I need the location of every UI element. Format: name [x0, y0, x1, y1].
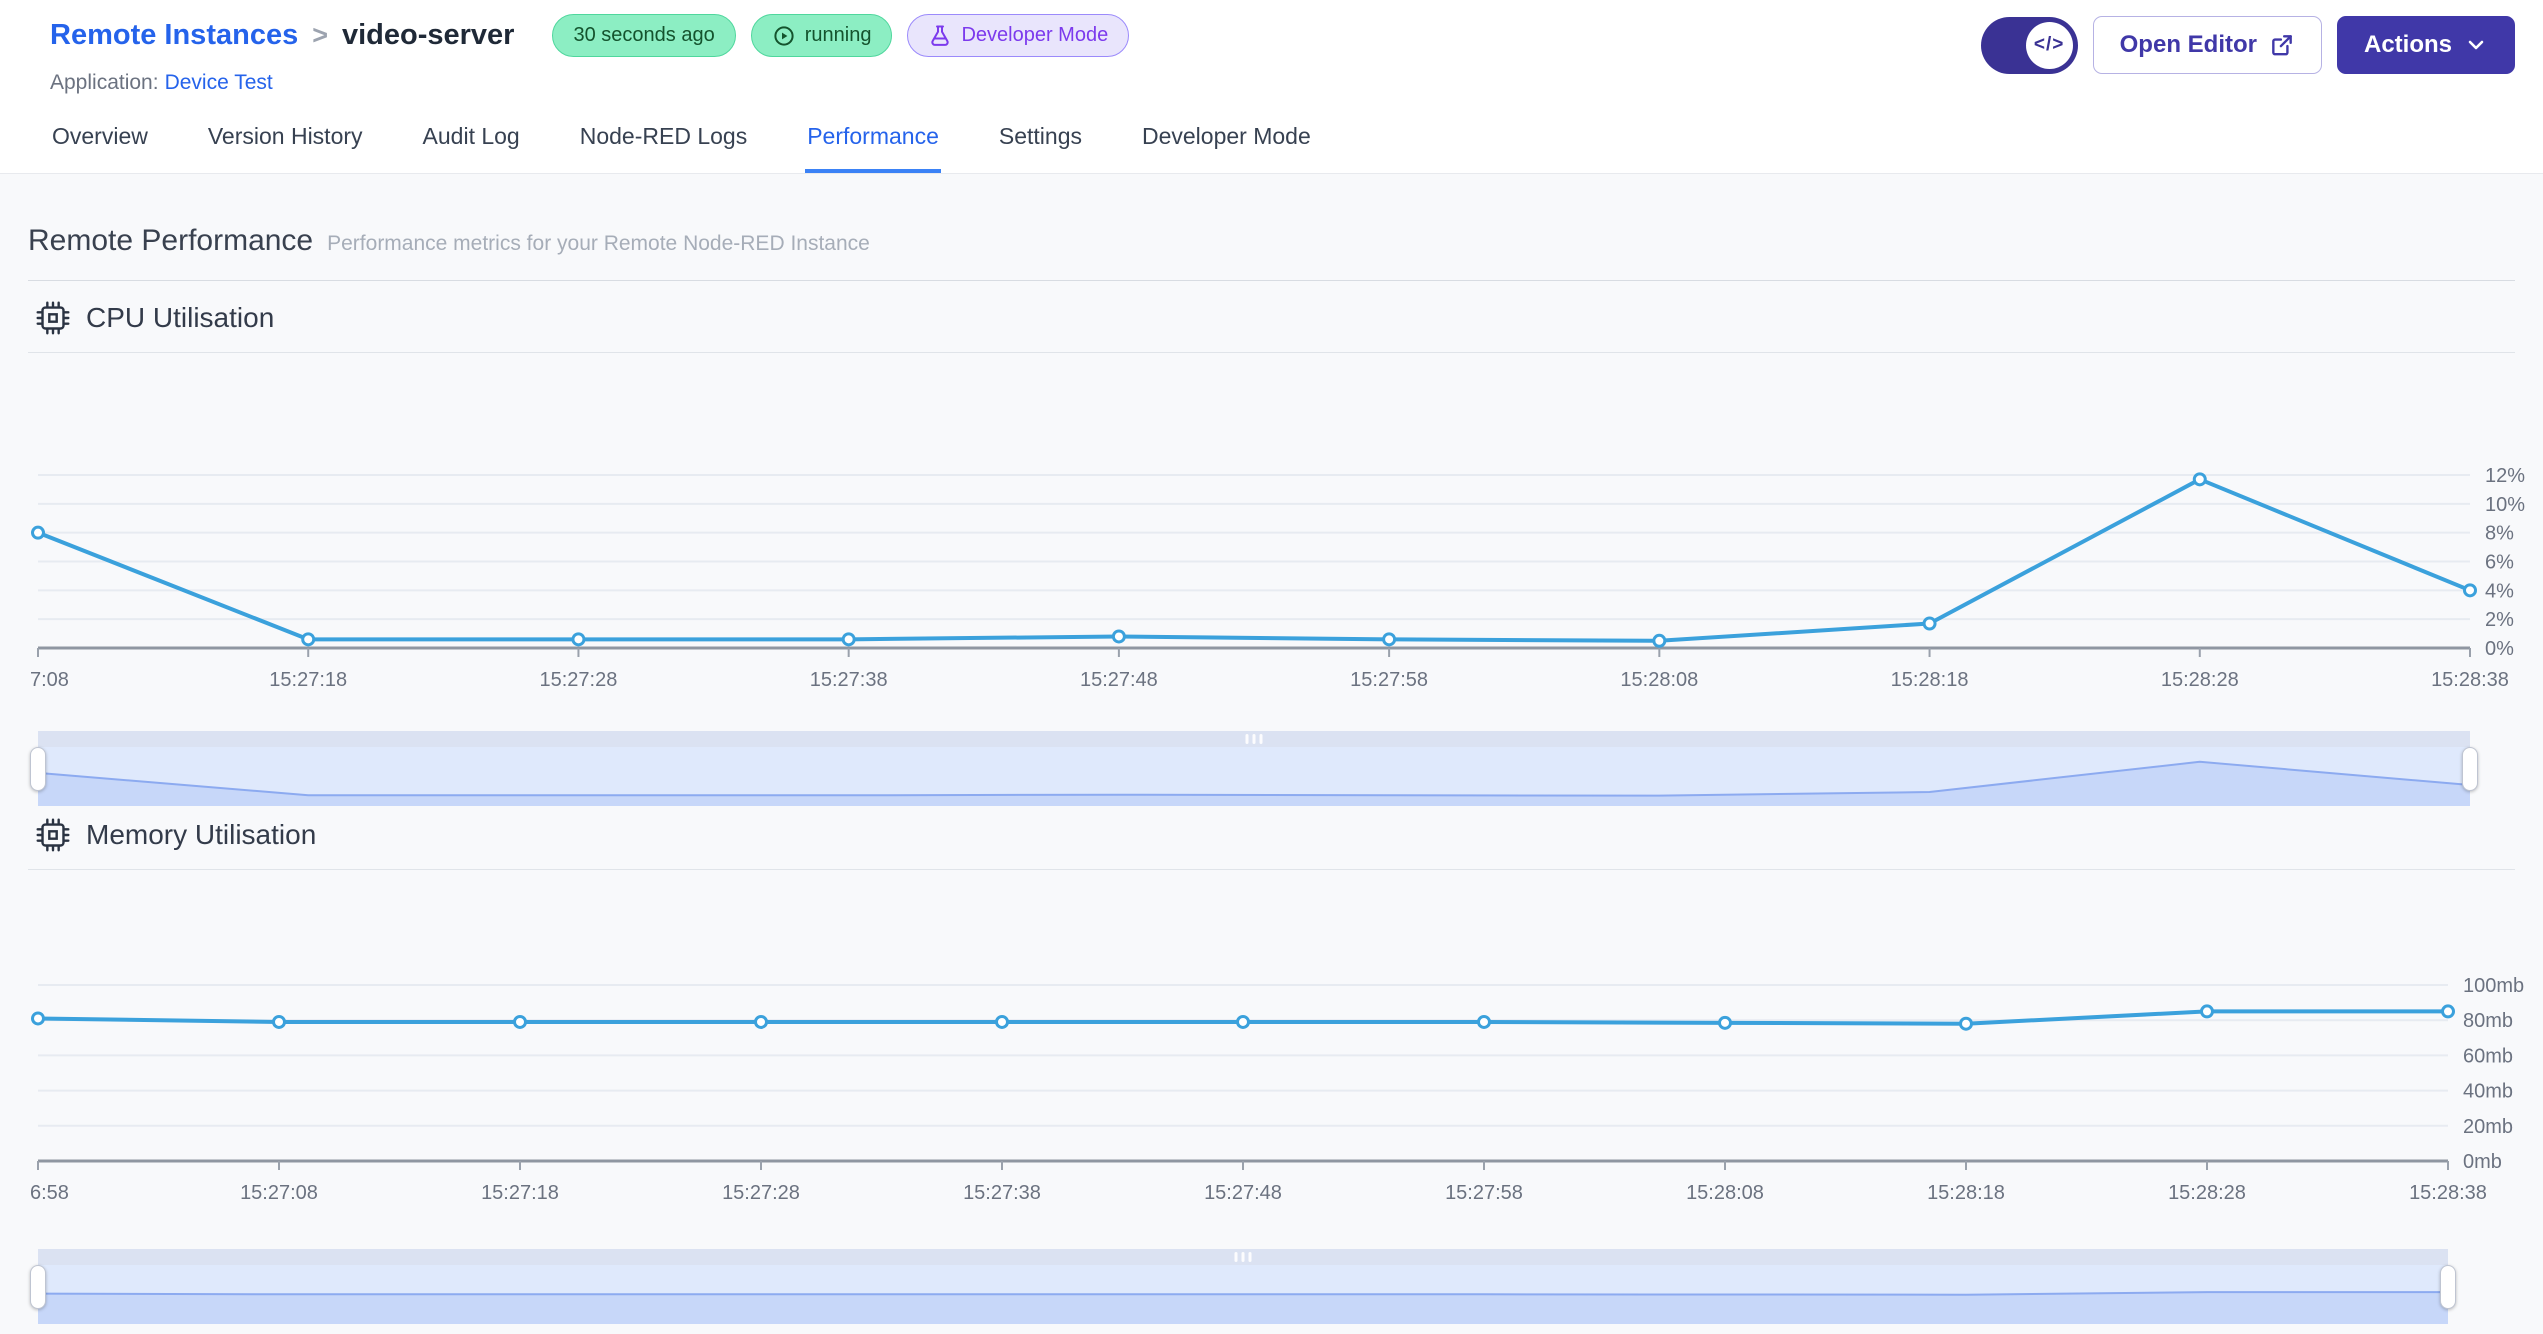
- svg-text:15:28:38: 15:28:38: [2431, 669, 2509, 691]
- tab-node-red-logs[interactable]: Node-RED Logs: [579, 123, 748, 149]
- svg-text:4%: 4%: [2485, 580, 2514, 602]
- svg-text:15:27:38: 15:27:38: [810, 669, 888, 691]
- tab-overview[interactable]: Overview: [52, 123, 148, 149]
- svg-text:15:27:48: 15:27:48: [1080, 669, 1158, 691]
- application-label: Application:: [50, 71, 159, 94]
- cpu-slider-right-handle[interactable]: [2462, 746, 2478, 791]
- memory-slider-left-handle[interactable]: [30, 1264, 46, 1309]
- status-badge: running: [750, 14, 893, 57]
- memory-slider-right-handle[interactable]: [2440, 1264, 2456, 1309]
- application-link[interactable]: Device Test: [164, 71, 273, 94]
- memory-section-title: Memory Utilisation: [86, 819, 317, 850]
- svg-text:15:27:18: 15:27:18: [481, 1182, 559, 1204]
- badge-label: 30 seconds ago: [573, 24, 715, 46]
- svg-text:6:58: 6:58: [30, 1182, 69, 1204]
- cpu-section-title: CPU Utilisation: [86, 302, 275, 333]
- svg-text:100mb: 100mb: [2463, 975, 2524, 997]
- svg-text:15:27:28: 15:27:28: [722, 1182, 800, 1204]
- cpu-range-slider[interactable]: [30, 731, 2478, 806]
- application-row: Application: Device Test: [50, 71, 1129, 95]
- svg-text:7:08: 7:08: [30, 669, 69, 691]
- memory-range-slider[interactable]: [30, 1249, 2456, 1324]
- page-subtitle: Performance metrics for your Remote Node…: [327, 232, 870, 255]
- memory-section: Memory Utilisation 0mb 20mb 40mb 60mb 80mb 10…: [28, 806, 2524, 1324]
- memory-chart: 0mb 20mb 40mb 60mb 80mb 100mb 6:58 15:27:08 15:2…: [30, 975, 2524, 1204]
- svg-text:15:27:28: 15:27:28: [540, 669, 618, 691]
- actions-button[interactable]: Actions: [2336, 16, 2515, 74]
- memory-slider-track[interactable]: [38, 1249, 2448, 1265]
- svg-text:15:28:08: 15:28:08: [1686, 1182, 1764, 1204]
- svg-text:20mb: 20mb: [2463, 1116, 2513, 1138]
- open-editor-label: Open Editor: [2119, 31, 2257, 58]
- svg-text:15:27:38: 15:27:38: [963, 1182, 1041, 1204]
- page-header: Remote Instances > video-server 30 secon…: [0, 0, 2543, 95]
- svg-text:15:27:08: 15:27:08: [240, 1182, 318, 1204]
- drag-grip-icon[interactable]: [1234, 1252, 1252, 1262]
- svg-text:15:27:18: 15:27:18: [269, 669, 347, 691]
- memory-slider-preview[interactable]: [38, 1265, 2448, 1324]
- breadcrumb-current-instance: video-server: [341, 19, 515, 51]
- breadcrumb-separator-icon: >: [312, 20, 328, 50]
- cpu-chart: 0% 2% 4% 6% 8% 10% 12% 7:08 15:27:18 15:27:28 15:2…: [30, 465, 2525, 691]
- svg-text:15:28:28: 15:28:28: [2168, 1182, 2246, 1204]
- code-icon: </>: [2025, 21, 2073, 69]
- svg-text:2%: 2%: [2485, 609, 2514, 631]
- cpu-chip-icon: [36, 301, 70, 335]
- svg-text:15:28:18: 15:28:18: [1927, 1182, 2005, 1204]
- badge-label: Developer Mode: [961, 24, 1109, 46]
- tab-developer-mode[interactable]: Developer Mode: [1141, 123, 1311, 149]
- chevron-down-icon: [2468, 40, 2484, 50]
- play-circle-icon: [774, 25, 794, 46]
- drag-grip-icon[interactable]: [1245, 734, 1263, 744]
- svg-text:80mb: 80mb: [2463, 1010, 2513, 1032]
- cpu-section-heading: CPU Utilisation: [28, 281, 2515, 353]
- status-badge: 30 seconds ago: [552, 14, 736, 57]
- tab-performance[interactable]: Performance: [805, 105, 941, 173]
- svg-text:15:28:18: 15:28:18: [1891, 669, 1969, 691]
- cpu-slider-preview[interactable]: [38, 747, 2470, 806]
- svg-text:60mb: 60mb: [2463, 1045, 2513, 1067]
- status-badge: Developer Mode: [907, 14, 1130, 57]
- svg-text:0mb: 0mb: [2463, 1151, 2502, 1173]
- performance-panel: Remote Performance Performance metrics f…: [0, 174, 2543, 1334]
- page-title: Remote Performance: [28, 224, 314, 257]
- memory-chip-icon: [36, 818, 70, 852]
- badge-label: running: [804, 24, 872, 46]
- flask-icon: [931, 25, 950, 46]
- svg-text:10%: 10%: [2485, 494, 2525, 516]
- tab-audit-log[interactable]: Audit Log: [422, 123, 520, 149]
- svg-text:15:28:28: 15:28:28: [2161, 669, 2239, 691]
- svg-text:15:28:08: 15:28:08: [1620, 669, 1698, 691]
- memory-section-heading: Memory Utilisation: [28, 806, 2515, 870]
- external-link-icon: [2272, 35, 2292, 56]
- tab-version-history[interactable]: Version History: [207, 123, 363, 149]
- developer-mode-toggle[interactable]: </>: [1980, 16, 2078, 74]
- svg-text:15:27:48: 15:27:48: [1204, 1182, 1282, 1204]
- tab-settings[interactable]: Settings: [998, 123, 1082, 149]
- breadcrumb: Remote Instances > video-server 30 secon…: [50, 14, 1130, 57]
- svg-text:15:27:58: 15:27:58: [1445, 1182, 1523, 1204]
- svg-text:15:27:58: 15:27:58: [1350, 669, 1428, 691]
- open-editor-button[interactable]: Open Editor: [2092, 16, 2322, 74]
- tab-bar: Overview Version History Audit Log Node-RED…: [0, 95, 2543, 174]
- cpu-section: CPU Utilisation 0% 2% 4% 6% 8% 10% 12% 7:08 15:2…: [28, 281, 2525, 806]
- svg-text:40mb: 40mb: [2463, 1081, 2513, 1103]
- section-title-row: Remote Performance Performance metrics f…: [28, 174, 2515, 281]
- actions-label: Actions: [2363, 31, 2452, 58]
- svg-text:12%: 12%: [2485, 465, 2525, 487]
- svg-text:8%: 8%: [2485, 523, 2514, 545]
- cpu-slider-left-handle[interactable]: [30, 746, 46, 791]
- breadcrumb-remote-instances-link[interactable]: Remote Instances: [50, 19, 299, 51]
- svg-text:6%: 6%: [2485, 552, 2514, 574]
- cpu-slider-track[interactable]: [38, 731, 2470, 747]
- status-badges: 30 seconds ago running Developer Mode: [552, 14, 1130, 57]
- svg-text:0%: 0%: [2485, 638, 2514, 660]
- svg-text:15:28:38: 15:28:38: [2409, 1182, 2487, 1204]
